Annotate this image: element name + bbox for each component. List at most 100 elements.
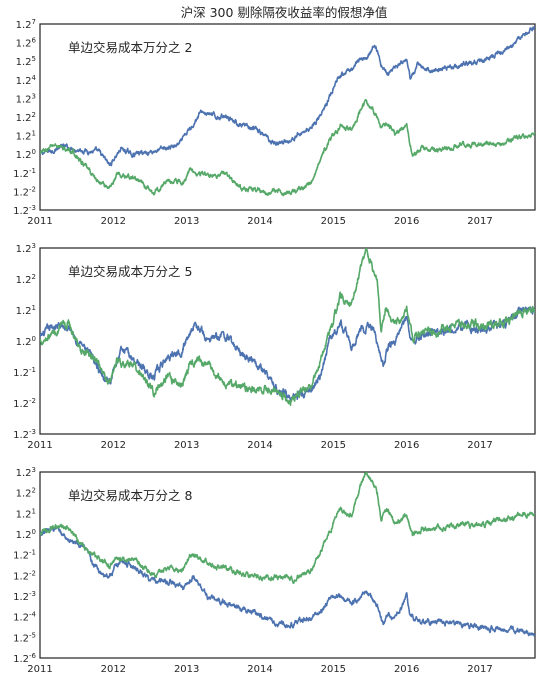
x-tick-label: 2015	[321, 664, 346, 675]
y-tick-label: 1.2-3	[13, 428, 36, 441]
y-tick-label: 1.21	[16, 304, 36, 317]
y-tick-exponent: -5	[29, 631, 36, 639]
chart-panel-1: 2011 2012 2013 2014 2015 2016 20171.2-31.2-21.…	[13, 18, 536, 227]
y-tick-base: 1.2	[13, 613, 29, 624]
green-series-line-3	[40, 472, 535, 585]
y-tick-base: 1.2	[16, 150, 32, 161]
green-series-line-1	[40, 98, 535, 197]
y-tick-base: 1.2	[16, 489, 32, 500]
y-tick-base: 1.2	[16, 468, 32, 479]
y-tick-label: 1.2-6	[13, 652, 36, 665]
y-tick-exponent: 2	[32, 487, 36, 495]
panel-annotation: 单边交易成本万分之 5	[68, 264, 192, 279]
y-tick-exponent: -6	[29, 652, 37, 660]
y-tick-label: 1.22	[16, 111, 36, 124]
y-tick-exponent: -4	[29, 611, 37, 619]
y-tick-exponent: -3	[29, 590, 36, 598]
y-tick-label: 1.22	[16, 273, 36, 286]
y-tick-label: 1.2-3	[13, 590, 36, 603]
y-tick-base: 1.2	[16, 76, 32, 87]
x-tick-label: 2013	[174, 440, 199, 451]
y-tick-label: 1.22	[16, 487, 36, 500]
y-tick-label: 1.2-3	[13, 204, 36, 217]
x-tick-label: 2011	[27, 664, 52, 675]
y-tick-base: 1.2	[13, 571, 29, 582]
blue-series-line-2	[40, 306, 535, 403]
y-tick-base: 1.2	[16, 132, 32, 143]
x-tick-label: 2013	[174, 664, 199, 675]
y-tick-label: 1.27	[16, 18, 36, 31]
y-tick-exponent: 2	[32, 273, 36, 281]
x-tick-label: 2015	[321, 216, 346, 227]
y-tick-base: 1.2	[16, 113, 32, 124]
y-tick-base: 1.2	[16, 275, 32, 286]
y-tick-exponent: -1	[29, 167, 36, 175]
y-tick-exponent: 5	[32, 55, 36, 63]
y-tick-label: 1.2-4	[13, 611, 36, 624]
y-tick-label: 1.21	[16, 507, 36, 520]
x-tick-label: 2014	[247, 440, 272, 451]
y-tick-base: 1.2	[13, 187, 29, 198]
y-tick-base: 1.2	[13, 430, 29, 441]
y-tick-exponent: 3	[32, 242, 36, 250]
y-tick-base: 1.2	[16, 94, 32, 105]
y-tick-base: 1.2	[13, 399, 29, 410]
y-tick-label: 1.21	[16, 130, 36, 143]
x-tick-label: 2012	[101, 440, 126, 451]
y-tick-exponent: 6	[32, 37, 37, 45]
y-tick-base: 1.2	[13, 551, 29, 562]
y-tick-exponent: 1	[32, 304, 36, 312]
y-tick-base: 1.2	[16, 530, 32, 541]
panel-annotation: 单边交易成本万分之 8	[68, 488, 192, 503]
y-tick-exponent: -1	[29, 549, 36, 557]
y-tick-base: 1.2	[16, 20, 32, 31]
y-tick-exponent: -2	[29, 185, 36, 193]
y-tick-exponent: -3	[29, 428, 36, 436]
x-tick-label: 2017	[467, 216, 492, 227]
blue-series-line-3	[40, 525, 535, 637]
y-tick-exponent: -2	[29, 397, 36, 405]
y-tick-label: 1.24	[16, 74, 37, 87]
y-tick-exponent: 3	[32, 466, 36, 474]
y-tick-label: 1.23	[16, 466, 36, 479]
y-tick-base: 1.2	[16, 39, 32, 50]
y-tick-base: 1.2	[13, 633, 29, 644]
y-tick-label: 1.2-1	[13, 366, 36, 379]
panels: 2011 2012 2013 2014 2015 2016 20171.2-31.2-21.…	[13, 18, 536, 675]
blue-series-line-1	[40, 25, 535, 167]
y-tick-exponent: -2	[29, 569, 36, 577]
y-tick-base: 1.2	[13, 654, 29, 665]
y-tick-exponent: 0	[32, 335, 36, 343]
y-tick-exponent: 0	[32, 148, 36, 156]
y-tick-base: 1.2	[13, 206, 29, 217]
panel-annotation: 单边交易成本万分之 2	[68, 40, 192, 55]
y-tick-base: 1.2	[16, 337, 32, 348]
green-series-line-2	[40, 248, 535, 407]
y-tick-base: 1.2	[16, 509, 32, 520]
y-tick-label: 1.20	[16, 148, 36, 161]
x-tick-label: 2017	[467, 440, 492, 451]
x-tick-label: 2016	[394, 664, 419, 675]
y-tick-exponent: 2	[32, 111, 36, 119]
y-tick-label: 1.23	[16, 92, 36, 105]
y-tick-label: 1.20	[16, 335, 36, 348]
y-tick-base: 1.2	[16, 244, 32, 255]
x-tick-label: 2011	[27, 216, 52, 227]
y-tick-label: 1.2-2	[13, 569, 36, 582]
chart-panel-2: 2011 2012 2013 2014 2015 2016 20171.2-31.2-21.…	[13, 242, 536, 451]
x-tick-label: 2014	[247, 664, 272, 675]
y-tick-label: 1.2-5	[13, 631, 36, 644]
y-tick-exponent: 3	[32, 92, 36, 100]
y-tick-base: 1.2	[13, 169, 29, 180]
x-tick-label: 2016	[394, 440, 419, 451]
y-tick-label: 1.2-2	[13, 397, 36, 410]
y-tick-exponent: 1	[32, 507, 36, 515]
y-tick-exponent: -3	[29, 204, 36, 212]
y-tick-exponent: 1	[32, 130, 36, 138]
x-tick-label: 2016	[394, 216, 419, 227]
y-tick-exponent: -1	[29, 366, 36, 374]
x-tick-label: 2012	[101, 216, 126, 227]
y-tick-label: 1.23	[16, 242, 36, 255]
chart-panel-3: 2011 2012 2013 2014 2015 2016 20171.2-61.2-51.…	[13, 466, 536, 675]
